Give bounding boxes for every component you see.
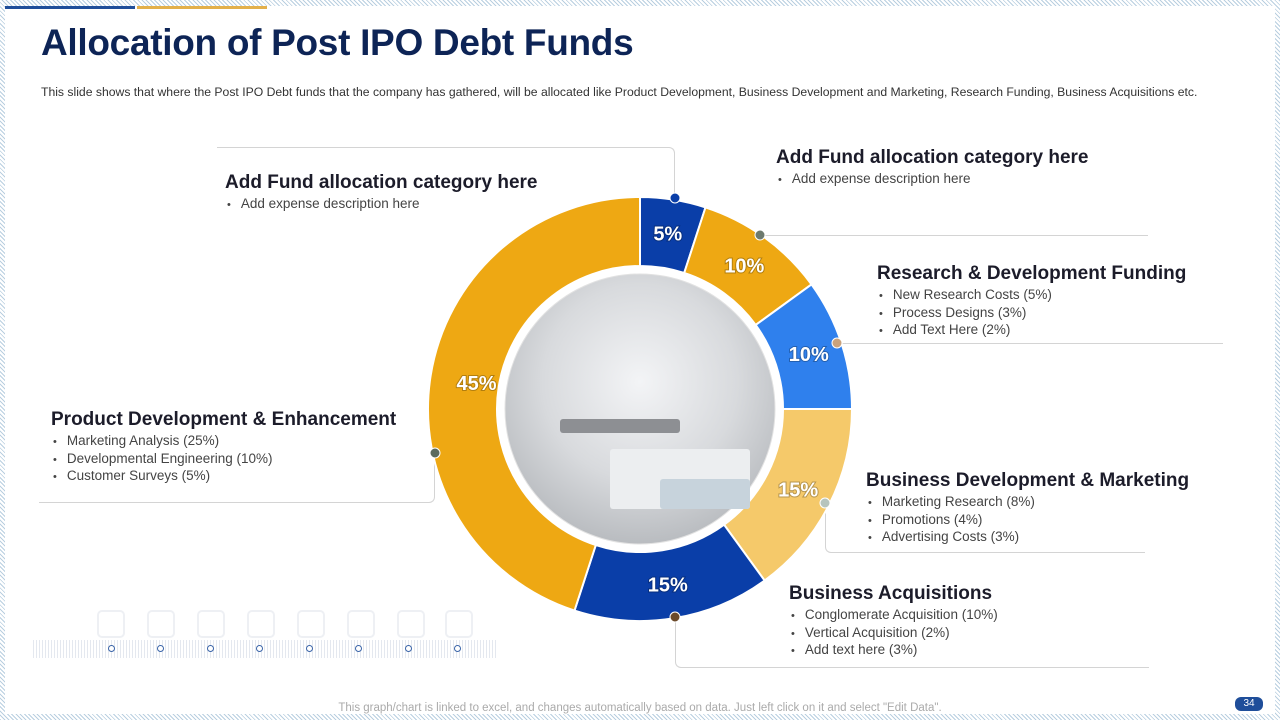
block-title: Add Fund allocation category here xyxy=(225,172,538,193)
leader-line xyxy=(837,343,1223,344)
slice-label: 15% xyxy=(778,480,818,502)
block-title: Research & Development Funding xyxy=(877,263,1187,284)
block-item: Add expense description here xyxy=(225,196,538,214)
accent-bar-gold xyxy=(137,6,267,9)
block-title: Product Development & Enhancement xyxy=(51,409,397,430)
slide: Allocation of Post IPO Debt Funds This s… xyxy=(5,6,1275,714)
block-item: Add expense description here xyxy=(776,171,1089,189)
leader-line xyxy=(825,503,1145,553)
speaker-icon xyxy=(397,610,425,638)
category-block-2: Add Fund allocation category here Add ex… xyxy=(776,147,1089,189)
leader-line xyxy=(217,147,675,197)
photo-detail xyxy=(560,419,680,433)
block-item: Marketing Analysis (25%) xyxy=(51,433,396,451)
block-item: Advertising Costs (3%) xyxy=(866,529,1189,547)
block-item: Process Designs (3%) xyxy=(877,305,1186,323)
category-block-1: Add Fund allocation category here Add ex… xyxy=(225,172,538,214)
slice-label: 45% xyxy=(457,373,497,395)
slice-label: 5% xyxy=(653,224,682,246)
timeline-bar xyxy=(33,640,498,658)
block-item: Customer Surveys (5%) xyxy=(51,468,396,486)
category-block-bizdev: Business Development & Marketing Marketi… xyxy=(866,470,1189,547)
page-number: 34 xyxy=(1235,697,1263,711)
block-title: Business Development & Marketing xyxy=(866,470,1190,491)
connector-dot xyxy=(669,611,681,623)
footer-note: This graph/chart is linked to excel, and… xyxy=(338,702,942,714)
meeting-icon xyxy=(247,610,275,638)
block-item: Developmental Engineering (10%) xyxy=(51,451,396,469)
document-icon xyxy=(147,610,175,638)
connector-dot xyxy=(429,447,441,459)
category-block-acquisitions: Business Acquisitions Conglomerate Acqui… xyxy=(789,583,998,660)
slice-label: 10% xyxy=(789,344,829,366)
block-item: Vertical Acquisition (2%) xyxy=(789,625,998,643)
team-icon xyxy=(97,610,125,638)
connector-dot xyxy=(754,229,766,241)
leader-line xyxy=(675,618,1149,668)
block-item: New Research Costs (5%) xyxy=(877,287,1186,305)
connector-dot xyxy=(669,192,681,204)
subtitle: This slide shows that where the Post IPO… xyxy=(41,85,1198,99)
block-item: Add text here (3%) xyxy=(789,642,998,660)
category-block-rnd: Research & Development Funding New Resea… xyxy=(877,263,1186,340)
slice-label: 10% xyxy=(724,255,764,277)
photo-detail xyxy=(660,479,750,509)
person-icon xyxy=(297,610,325,638)
block-item: Add Text Here (2%) xyxy=(877,322,1186,340)
leader-line xyxy=(39,453,435,503)
donut-chart: 5% 10% 10% 15% 15% 45% xyxy=(427,192,854,623)
block-item: Marketing Research (8%) xyxy=(866,494,1189,512)
connector-dot xyxy=(831,337,843,349)
block-title: Add Fund allocation category here xyxy=(776,147,1089,168)
presentation-icon xyxy=(197,610,225,638)
slice-label: 15% xyxy=(648,574,688,596)
connector-dot xyxy=(819,497,831,509)
page-title: Allocation of Post IPO Debt Funds xyxy=(41,22,634,63)
accent-bar-blue xyxy=(5,6,135,9)
donut-slice[interactable] xyxy=(427,195,641,612)
block-title: Business Acquisitions xyxy=(789,583,993,604)
group-icon xyxy=(347,610,375,638)
board-icon xyxy=(445,610,473,638)
block-item: Promotions (4%) xyxy=(866,512,1189,530)
category-block-product: Product Development & Enhancement Market… xyxy=(51,409,396,486)
leader-line xyxy=(760,235,1148,236)
block-item: Conglomerate Acquisition (10%) xyxy=(789,607,998,625)
